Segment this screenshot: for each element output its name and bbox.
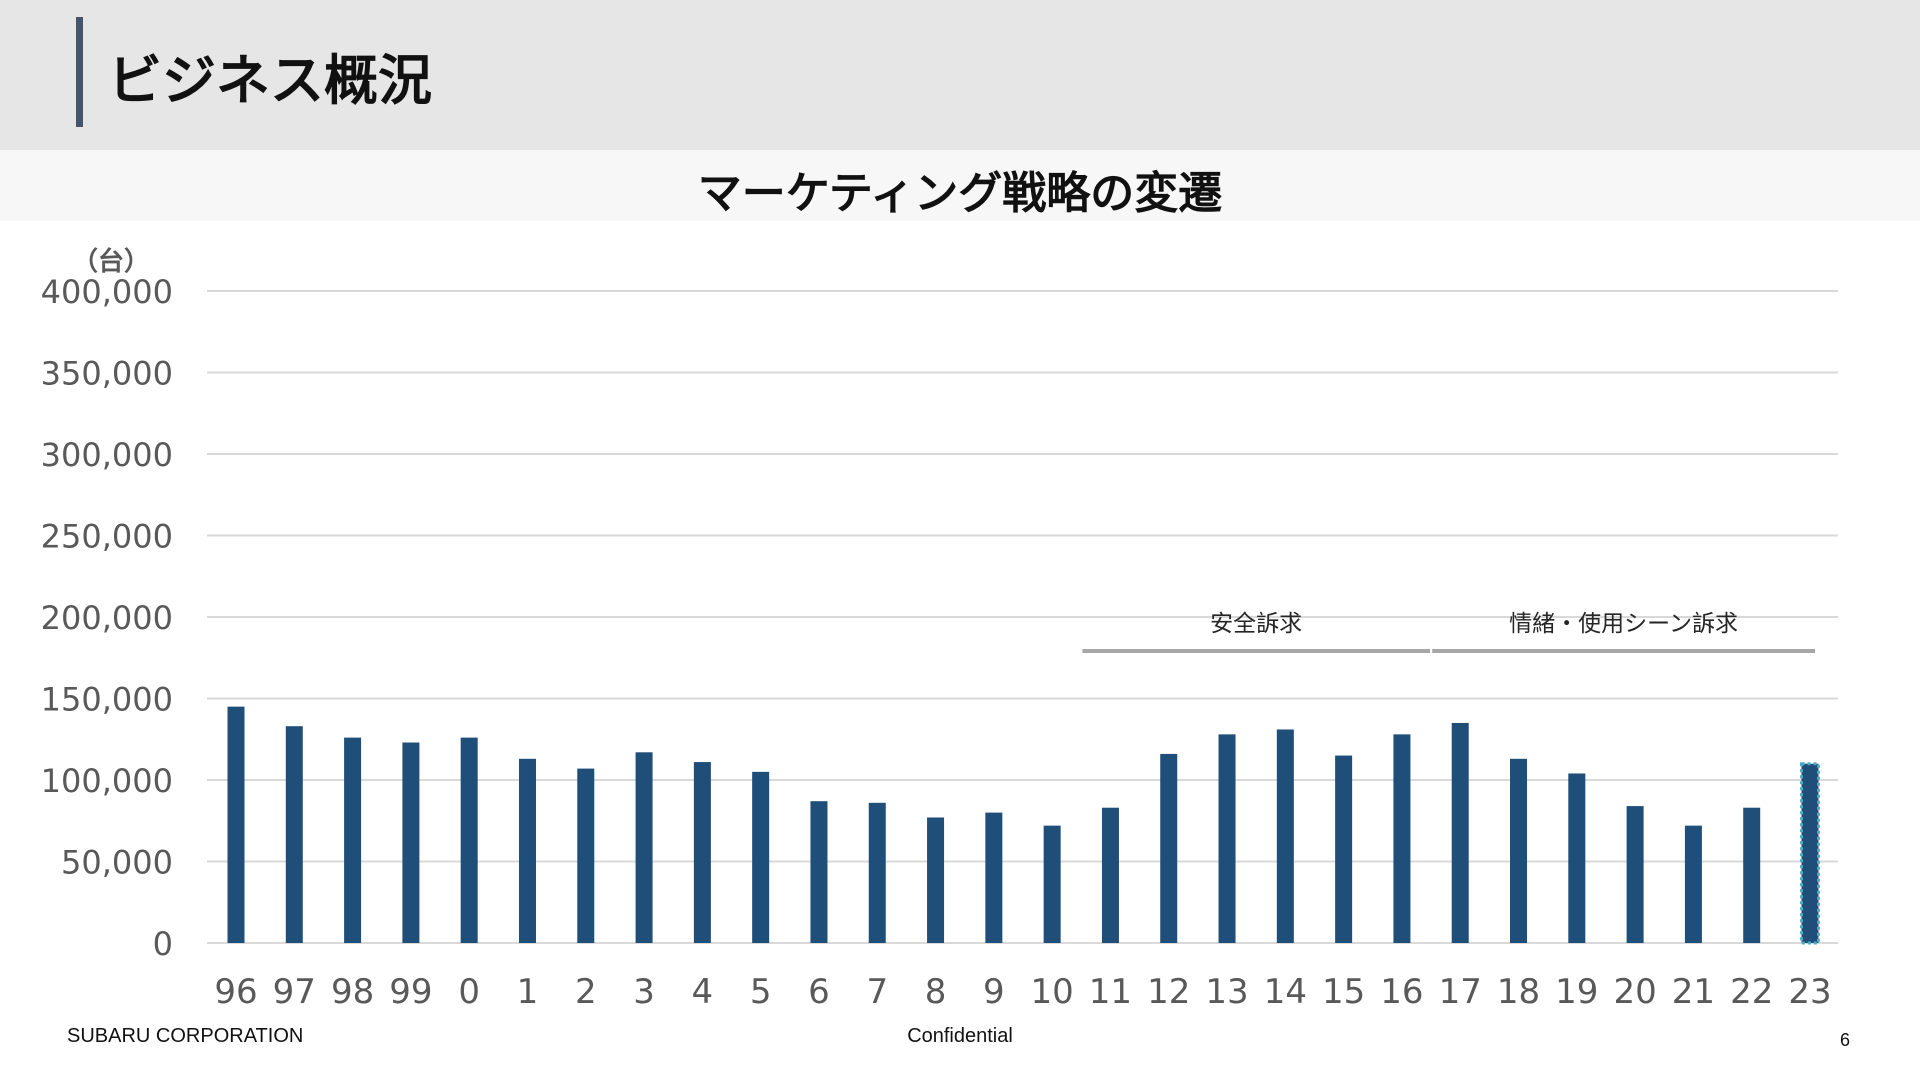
x-tick-label: 97 (273, 972, 316, 1012)
x-tick-label: 16 (1380, 972, 1423, 1012)
x-tick-label: 9 (983, 972, 1005, 1012)
bar (752, 771, 770, 943)
x-tick-label: 10 (1031, 972, 1074, 1012)
x-tick-label: 18 (1497, 972, 1540, 1012)
x-tick-label: 2 (575, 972, 597, 1012)
bar (1043, 825, 1061, 943)
x-tick-label: 4 (692, 972, 714, 1012)
y-tick-label: 350,000 (41, 355, 173, 393)
y-tick-label: 200,000 (41, 599, 173, 637)
x-tick-label: 21 (1672, 972, 1715, 1012)
subtitle-band (0, 150, 1920, 221)
bar (518, 758, 536, 943)
x-tick-label: 17 (1439, 972, 1482, 1012)
bar (1800, 762, 1820, 945)
y-tick-label: 100,000 (41, 762, 173, 800)
x-tick-label: 0 (458, 972, 480, 1012)
x-tick-label: 96 (214, 972, 257, 1012)
bar (810, 801, 828, 943)
y-tick-label: 0 (153, 925, 173, 963)
bar (577, 768, 595, 943)
x-tick-label: 23 (1788, 972, 1831, 1012)
x-tick-label: 12 (1147, 972, 1190, 1012)
bar (985, 812, 1003, 943)
x-tick-label: 6 (808, 972, 830, 1012)
x-tick-label: 14 (1264, 972, 1307, 1012)
annotation-label: 安全訴求 (1210, 611, 1302, 637)
header-band: ビジネス概況 (0, 0, 1920, 150)
y-tick-label: 50,000 (61, 844, 173, 882)
x-tick-label: 19 (1555, 972, 1598, 1012)
x-tick-label: 3 (633, 972, 655, 1012)
page-title: ビジネス概況 (108, 49, 432, 112)
bar (635, 752, 653, 943)
bar (1160, 753, 1178, 943)
x-tick-label: 99 (389, 972, 432, 1012)
bar (1684, 825, 1702, 943)
x-tick-label: 5 (750, 972, 772, 1012)
header-accent-bar (76, 17, 83, 127)
bar (344, 737, 362, 943)
footer-company: SUBARU CORPORATION (67, 1025, 304, 1047)
bar (460, 737, 478, 943)
y-tick-label: 250,000 (41, 518, 173, 556)
bar (1743, 807, 1761, 943)
bar (1568, 773, 1586, 943)
bar (1510, 758, 1528, 943)
x-tick-label: 20 (1613, 972, 1656, 1012)
x-tick-label: 15 (1322, 972, 1365, 1012)
bar (1335, 755, 1353, 943)
footer-confidential: Confidential (907, 1025, 1013, 1047)
chart-title: マーケティング戦略の変遷 (697, 168, 1223, 219)
bar (227, 706, 245, 943)
y-tick-label: 150,000 (41, 681, 173, 719)
x-tick-label: 7 (866, 972, 888, 1012)
bar (1451, 722, 1469, 943)
annotation-label: 情緒・使用シーン訴求 (1509, 611, 1738, 637)
bar (927, 817, 945, 943)
x-tick-label: 8 (925, 972, 947, 1012)
bar (285, 726, 303, 943)
bar (1218, 734, 1236, 943)
bar (1276, 729, 1294, 943)
y-axis-unit: （台） (72, 246, 150, 277)
x-tick-label: 22 (1730, 972, 1773, 1012)
bar (1101, 807, 1119, 943)
y-tick-label: 400,000 (41, 273, 173, 311)
bar (402, 742, 420, 943)
bar (868, 802, 886, 943)
x-tick-label: 98 (331, 972, 374, 1012)
bar (1393, 734, 1411, 943)
page-number: 6 (1840, 1030, 1851, 1050)
x-tick-label: 1 (517, 972, 539, 1012)
y-tick-label: 300,000 (41, 436, 173, 474)
bar (693, 762, 711, 943)
x-tick-label: 13 (1205, 972, 1248, 1012)
bar (1626, 806, 1644, 943)
x-tick-label: 11 (1089, 972, 1132, 1012)
